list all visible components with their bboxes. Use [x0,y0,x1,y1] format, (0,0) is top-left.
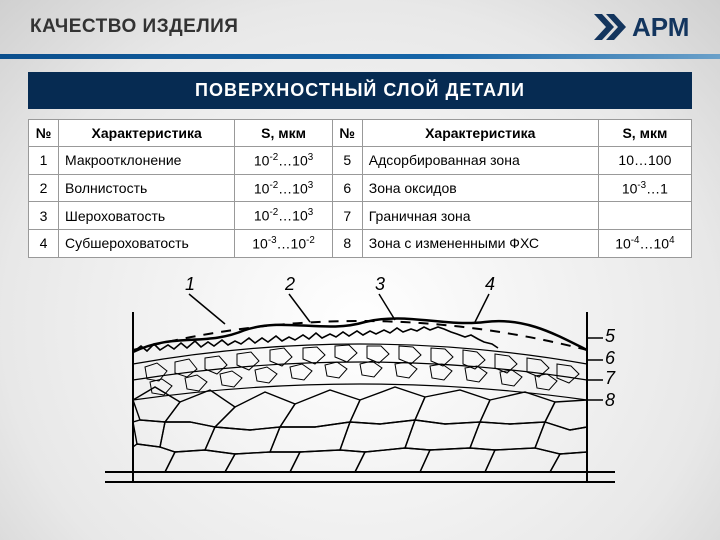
cell-num: 7 [332,202,362,230]
cell-characteristic: Шероховатость [59,202,235,230]
svg-text:5: 5 [605,326,616,346]
table-row: 1Макроотклонение10-2…1035Адсорбированная… [29,147,692,175]
cell-s: 10-3…1 [598,174,691,202]
cell-num: 1 [29,147,59,175]
th-num-1: № [29,120,59,147]
svg-text:АРМ: АРМ [632,12,689,42]
cell-characteristic: Граничная зона [362,202,598,230]
cell-s: 10-2…103 [235,174,332,202]
cell-s: 10…100 [598,147,691,175]
cell-characteristic: Волнистость [59,174,235,202]
cell-num: 6 [332,174,362,202]
svg-text:2: 2 [284,274,295,294]
slide-header: КАЧЕСТВО ИЗДЕЛИЯ АРМ [0,0,720,54]
cell-characteristic: Зона оксидов [362,174,598,202]
svg-text:8: 8 [605,390,615,410]
th-char-1: Характеристика [59,120,235,147]
cell-s: 10-2…103 [235,147,332,175]
header-underline [0,54,720,59]
table-row: 3Шероховатость10-2…1037Граничная зона [29,202,692,230]
characteristics-table: № Характеристика S, мкм № Характеристика… [28,119,692,258]
cell-num: 3 [29,202,59,230]
logo: АРМ [592,6,702,48]
cell-s: 10-4…104 [598,229,691,257]
svg-text:1: 1 [185,274,195,294]
cell-characteristic: Субшероховатость [59,229,235,257]
cell-characteristic: Адсорбированная зона [362,147,598,175]
svg-text:3: 3 [375,274,385,294]
table-row: 2Волнистость10-2…1036Зона оксидов10-3…1 [29,174,692,202]
cell-characteristic: Макроотклонение [59,147,235,175]
table-row: 4Субшероховатость10-3…10-28Зона с измене… [29,229,692,257]
cell-num: 5 [332,147,362,175]
svg-text:4: 4 [485,274,495,294]
svg-text:7: 7 [605,368,616,388]
th-num-2: № [332,120,362,147]
cell-s: 10-3…10-2 [235,229,332,257]
cell-s [598,202,691,230]
cell-num: 8 [332,229,362,257]
header-title: КАЧЕСТВО ИЗДЕЛИЯ [30,16,238,38]
table-header-row: № Характеристика S, мкм № Характеристика… [29,120,692,147]
surface-layer-diagram: 1 2 3 4 5 6 7 8 [95,272,625,492]
subheader-bar: ПОВЕРХНОСТНЫЙ СЛОЙ ДЕТАЛИ [28,72,692,109]
cell-num: 4 [29,229,59,257]
th-s-2: S, мкм [598,120,691,147]
cell-characteristic: Зона с измененными ФХС [362,229,598,257]
cell-num: 2 [29,174,59,202]
th-char-2: Характеристика [362,120,598,147]
svg-text:6: 6 [605,348,616,368]
cell-s: 10-2…103 [235,202,332,230]
th-s-1: S, мкм [235,120,332,147]
